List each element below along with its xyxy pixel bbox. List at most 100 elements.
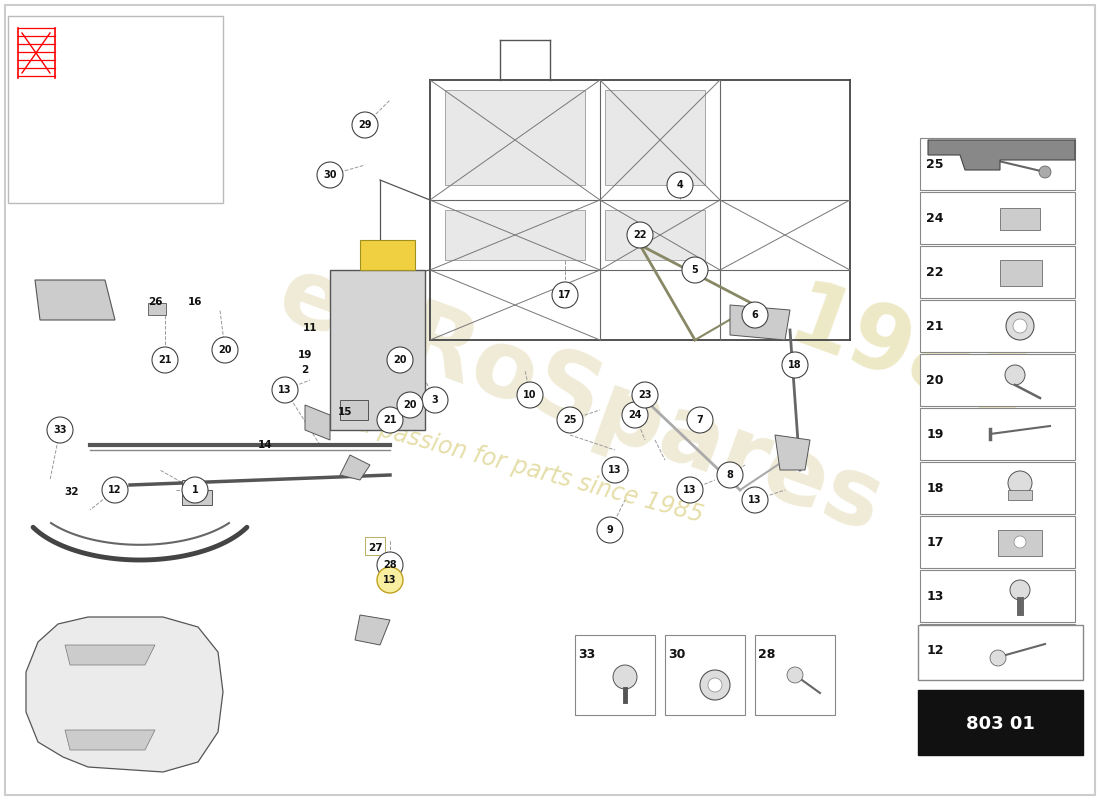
Bar [998, 530, 1042, 556]
Circle shape [352, 112, 378, 138]
Text: 803 01: 803 01 [966, 715, 1034, 733]
Text: 13: 13 [683, 485, 696, 495]
Text: 20: 20 [404, 400, 417, 410]
Text: 11: 11 [302, 323, 317, 333]
Circle shape [632, 382, 658, 408]
Text: 19: 19 [926, 427, 944, 441]
Bar [920, 300, 1075, 352]
Text: 1985: 1985 [777, 276, 1043, 444]
Polygon shape [776, 435, 810, 470]
Text: 28: 28 [383, 560, 397, 570]
Text: 21: 21 [383, 415, 397, 425]
Bar [1000, 208, 1040, 230]
Circle shape [1040, 166, 1050, 178]
Text: 29: 29 [359, 120, 372, 130]
Polygon shape [730, 305, 790, 340]
Bar [920, 138, 1075, 190]
Circle shape [152, 347, 178, 373]
Text: 8: 8 [727, 470, 734, 480]
Bar [920, 408, 1075, 460]
Polygon shape [340, 455, 370, 480]
Circle shape [387, 347, 412, 373]
Circle shape [990, 650, 1006, 666]
Circle shape [1006, 312, 1034, 340]
Bar [920, 516, 1075, 568]
Text: 22: 22 [926, 266, 944, 278]
Polygon shape [26, 617, 223, 772]
Text: 30: 30 [323, 170, 337, 180]
Text: 28: 28 [758, 649, 776, 662]
Bar [920, 462, 1075, 514]
Text: 20: 20 [394, 355, 407, 365]
Text: 5: 5 [692, 265, 698, 275]
Text: 1: 1 [191, 485, 198, 495]
Circle shape [1005, 365, 1025, 385]
Bar [605, 210, 705, 260]
Circle shape [377, 552, 403, 578]
Circle shape [212, 337, 238, 363]
Circle shape [700, 670, 730, 700]
Polygon shape [182, 480, 212, 505]
Text: 13: 13 [383, 575, 397, 585]
Polygon shape [355, 615, 390, 645]
Polygon shape [35, 280, 116, 320]
Text: 20: 20 [218, 345, 232, 355]
Circle shape [708, 678, 722, 692]
Text: 18: 18 [926, 482, 944, 494]
Text: 32: 32 [65, 487, 79, 497]
Bar [330, 270, 425, 430]
Circle shape [676, 477, 703, 503]
Bar [1000, 260, 1042, 286]
Circle shape [742, 487, 768, 513]
Circle shape [597, 517, 623, 543]
Circle shape [517, 382, 543, 408]
Circle shape [682, 257, 708, 283]
Bar [920, 246, 1075, 298]
Circle shape [552, 282, 578, 308]
Circle shape [688, 407, 713, 433]
Circle shape [1008, 471, 1032, 495]
Bar [575, 635, 654, 715]
Circle shape [1013, 319, 1027, 333]
Polygon shape [305, 405, 330, 440]
Bar [918, 625, 1084, 680]
Bar [446, 90, 585, 185]
Text: 2: 2 [301, 365, 309, 375]
Bar [920, 570, 1075, 622]
Text: 14: 14 [257, 440, 273, 450]
Text: 17: 17 [558, 290, 572, 300]
Text: 27: 27 [367, 543, 383, 553]
Bar [148, 303, 166, 315]
Text: 7: 7 [696, 415, 703, 425]
Polygon shape [360, 240, 415, 270]
Circle shape [621, 402, 648, 428]
Text: 25: 25 [563, 415, 576, 425]
Text: 25: 25 [926, 158, 944, 170]
Text: 13: 13 [278, 385, 292, 395]
Bar [918, 690, 1084, 755]
Circle shape [182, 477, 208, 503]
Circle shape [667, 172, 693, 198]
Bar [920, 192, 1075, 244]
Text: 30: 30 [669, 649, 685, 662]
Text: 21: 21 [926, 319, 944, 333]
Circle shape [397, 392, 424, 418]
Text: 24: 24 [926, 211, 944, 225]
Text: 20: 20 [926, 374, 944, 386]
Text: 17: 17 [926, 535, 944, 549]
Text: 6: 6 [751, 310, 758, 320]
Circle shape [717, 462, 743, 488]
Text: 33: 33 [579, 649, 595, 662]
Text: 23: 23 [638, 390, 651, 400]
Bar [605, 90, 705, 185]
Circle shape [377, 407, 403, 433]
Bar [666, 635, 745, 715]
Text: 18: 18 [789, 360, 802, 370]
Text: 13: 13 [748, 495, 761, 505]
Circle shape [557, 407, 583, 433]
Text: 4: 4 [676, 180, 683, 190]
Bar [8, 16, 223, 203]
Bar [755, 635, 835, 715]
Circle shape [786, 667, 803, 683]
Text: 21: 21 [158, 355, 172, 365]
